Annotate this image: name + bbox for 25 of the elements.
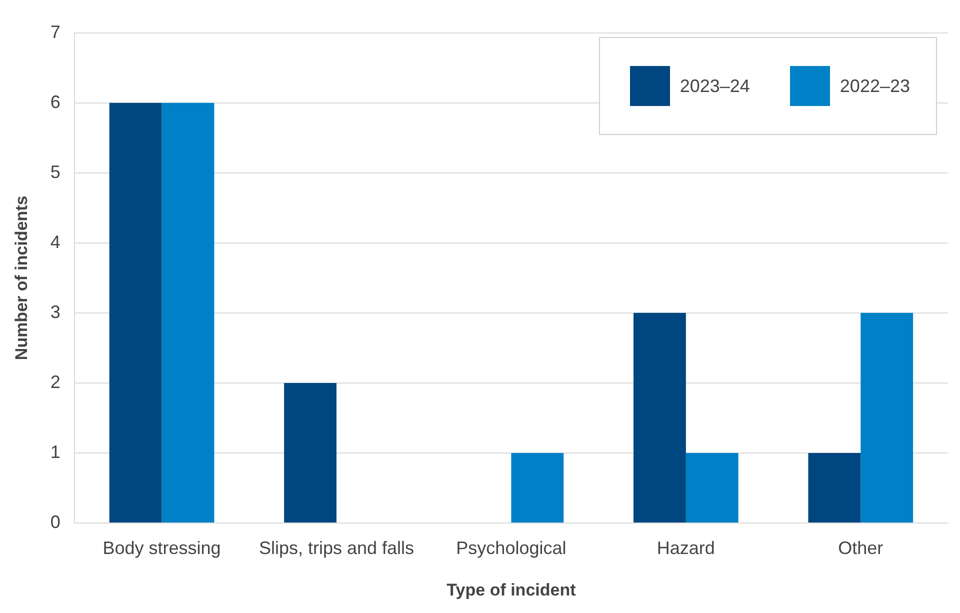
y-axis-title: Number of incidents xyxy=(12,196,31,360)
y-tick-label: 2 xyxy=(50,372,60,392)
bar xyxy=(808,452,861,522)
y-tick-label: 3 xyxy=(50,302,60,322)
x-tick-label: Slips, trips and falls xyxy=(258,538,414,558)
legend-label: 2022–23 xyxy=(840,76,910,96)
y-tick-label: 4 xyxy=(50,232,60,252)
y-tick-label: 5 xyxy=(50,162,60,182)
bar xyxy=(686,452,738,522)
bar xyxy=(634,312,686,522)
x-axis-title: Type of incident xyxy=(446,580,576,600)
x-tick-label: Hazard xyxy=(656,538,715,558)
y-tick-label: 1 xyxy=(50,442,60,462)
x-tick-label: Other xyxy=(838,538,884,558)
bar xyxy=(109,102,162,522)
y-tick-label: 6 xyxy=(50,92,60,112)
bar xyxy=(162,102,214,522)
legend-label: 2023–24 xyxy=(680,76,750,96)
y-tick-label: 0 xyxy=(50,512,60,532)
x-tick-label: Body stressing xyxy=(102,538,221,558)
x-tick-label: Psychological xyxy=(456,538,566,558)
bar xyxy=(284,382,336,522)
bar xyxy=(511,452,564,522)
y-tick-label: 7 xyxy=(50,22,60,42)
bar xyxy=(860,312,914,522)
